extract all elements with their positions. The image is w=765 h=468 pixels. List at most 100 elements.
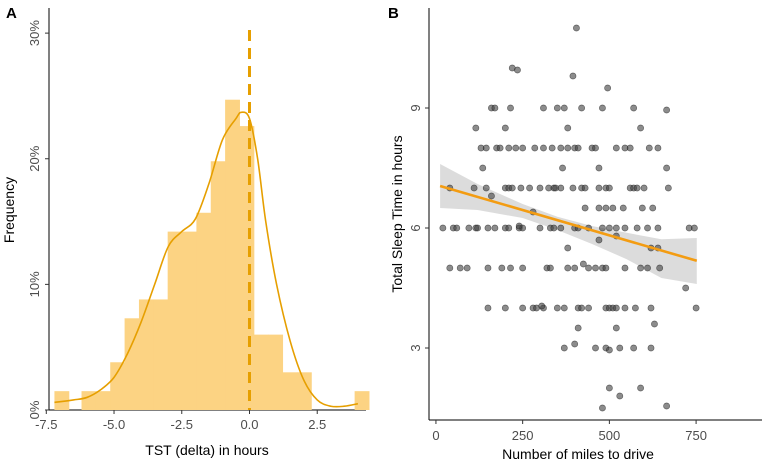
scatter-point-59 [581, 184, 589, 192]
histogram-bar-9 [196, 212, 212, 410]
scatter-point-114 [498, 264, 506, 272]
scatter-point-149 [574, 324, 582, 332]
scatter-point-150 [612, 324, 620, 332]
scatter-point-49 [508, 184, 516, 192]
histogram-bar-3 [110, 362, 126, 410]
scatter-point-74 [638, 204, 646, 212]
scatter-point-110 [446, 264, 454, 272]
scatter-point-70 [595, 204, 603, 212]
scatter-point-131 [501, 304, 509, 312]
scatter-point-42 [559, 164, 566, 172]
histogram-bar-5 [138, 299, 154, 410]
scatter-point-107 [564, 244, 572, 252]
scatter-point-130 [484, 304, 492, 312]
scatter-point-4 [604, 84, 612, 92]
scatter-point-46 [482, 184, 490, 192]
y-tick-label-0: 3 [408, 344, 423, 351]
scatter-point-145 [621, 304, 629, 312]
scatter-point-77 [439, 224, 447, 232]
y-tick-label-1: 10% [27, 271, 42, 297]
panel-b-regression [439, 184, 698, 263]
scatter-point-0 [573, 24, 580, 32]
scatter-point-102 [654, 224, 662, 232]
scatter-point-8 [540, 104, 547, 112]
scatter-point-62 [605, 184, 613, 192]
scatter-point-112 [463, 264, 471, 272]
panel-a-bars [54, 99, 370, 411]
panel-a-density [54, 111, 359, 408]
scatter-point-2 [514, 66, 521, 74]
scatter-point-154 [592, 344, 599, 352]
scatter-point-92 [557, 224, 565, 232]
histogram-bar-2 [95, 391, 111, 410]
scatter-point-29 [557, 144, 565, 152]
scatter-point-137 [560, 304, 568, 312]
scatter-point-10 [560, 104, 568, 112]
scatter-point-12 [599, 104, 606, 112]
scatter-point-91 [550, 224, 558, 232]
scatter-point-118 [547, 264, 554, 272]
scatter-point-20 [482, 144, 490, 152]
scatter-point-6 [491, 104, 499, 112]
scatter-point-7 [507, 104, 514, 112]
scatter-point-50 [517, 184, 525, 192]
scatter-point-82 [474, 224, 481, 232]
scatter-point-158 [630, 344, 638, 352]
panel-a-label: A [6, 5, 17, 22]
scatter-point-15 [472, 124, 480, 132]
scatter-point-160 [605, 384, 613, 392]
y-tick-label-3: 30% [27, 20, 42, 46]
scatter-point-116 [519, 264, 527, 272]
histogram-bar-14 [268, 334, 284, 410]
scatter-point-39 [654, 144, 662, 152]
scatter-point-56 [557, 184, 565, 192]
scatter-point-75 [649, 204, 657, 212]
y-tick-label-1: 6 [408, 224, 423, 231]
scatter-point-100 [633, 224, 641, 232]
scatter-point-51 [526, 184, 533, 192]
panel-a-x-ticks: -7.5 -5.0 -2.5 0.0 2.5 [35, 410, 326, 432]
scatter-point-97 [605, 224, 613, 232]
x-tick-label-4: 2.5 [308, 417, 326, 432]
density-curve [54, 111, 359, 408]
panel-b-x-ticks: 0 250 500 750 [432, 420, 707, 443]
scatter-point-132 [519, 304, 527, 312]
scatter-point-28 [548, 144, 556, 152]
histogram-bar-11 [225, 99, 240, 411]
scatter-point-72 [609, 204, 617, 212]
x-tick-label-3: 750 [685, 428, 707, 443]
scatter-point-23 [505, 144, 513, 152]
scatter-point-41 [479, 164, 487, 172]
scatter-point-13 [630, 104, 638, 112]
scatter-point-122 [592, 264, 599, 272]
y-tick-label-0: 0% [27, 400, 42, 419]
histogram-bar-1 [81, 391, 97, 410]
scatter-point-9 [553, 104, 561, 112]
histogram-bar-4 [124, 318, 140, 410]
scatter-point-159 [647, 344, 655, 352]
scatter-point-125 [621, 264, 629, 272]
scatter-point-124 [602, 264, 610, 272]
scatter-point-32 [574, 144, 582, 152]
scatter-point-67 [664, 184, 672, 192]
histogram-bar-6 [153, 299, 169, 410]
scatter-point-60 [595, 184, 603, 192]
scatter-point-26 [531, 144, 539, 152]
histogram-bar-7 [167, 231, 183, 410]
x-tick-label-1: -5.0 [103, 417, 125, 432]
scatter-point-84 [491, 224, 499, 232]
panel-a-x-title: TST (delta) in hours [145, 442, 268, 458]
x-tick-label-2: -2.5 [171, 417, 193, 432]
scatter-point-139 [578, 304, 586, 312]
scatter-point-43 [595, 164, 603, 172]
scatter-point-113 [484, 264, 492, 272]
scatter-point-99 [621, 224, 629, 232]
x-tick-label-0: 0 [432, 428, 439, 443]
scatter-point-98 [612, 224, 620, 232]
scatter-point-17 [564, 124, 572, 132]
scatter-point-71 [602, 204, 610, 212]
scatter-point-157 [616, 344, 624, 352]
scatter-point-83 [484, 224, 492, 232]
scatter-point-3 [569, 72, 577, 80]
